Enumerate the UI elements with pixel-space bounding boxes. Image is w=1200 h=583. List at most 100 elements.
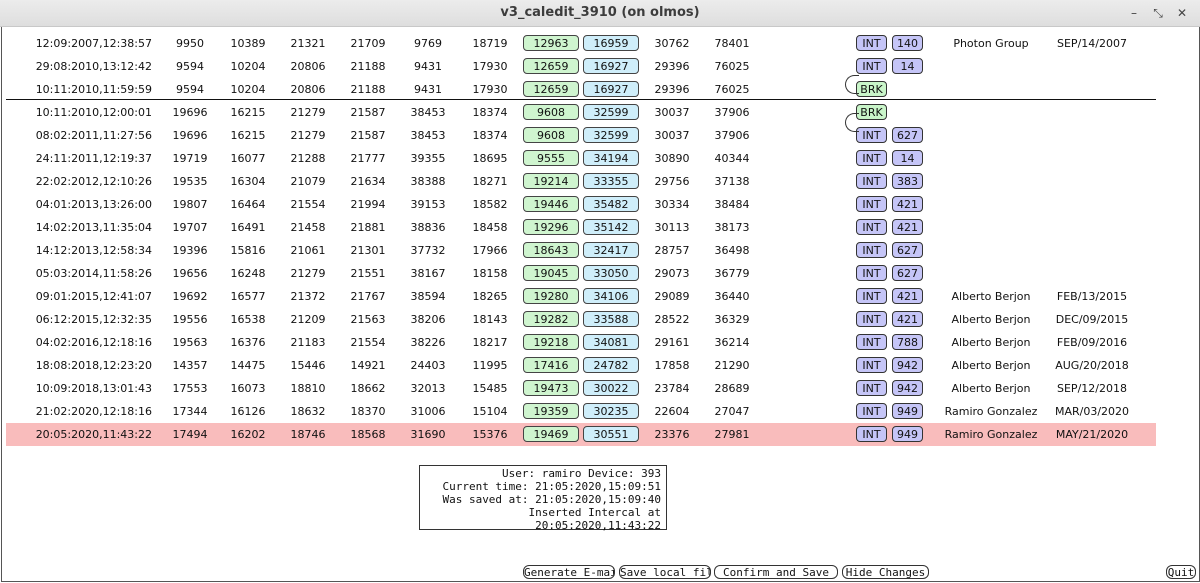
int-tag[interactable]: INT xyxy=(856,219,887,235)
intercal-number-tag[interactable]: 421 xyxy=(892,196,923,212)
table-row[interactable]: 18:08:2018,12:23:20 14357 14475 15446 14921 2… xyxy=(6,354,1156,377)
blue-value-field[interactable]: 34194 xyxy=(583,150,639,166)
table-row[interactable]: 06:12:2015,12:32:35 19556 16538 21209 21563 3… xyxy=(6,308,1156,331)
table-row[interactable]: 09:01:2015,12:41:07 19692 16577 21372 21767 3… xyxy=(6,285,1156,308)
int-tag[interactable]: INT xyxy=(856,265,887,281)
int-tag[interactable]: INT xyxy=(856,357,887,373)
green-value-field[interactable]: 9555 xyxy=(523,150,579,166)
green-value-field[interactable]: 19282 xyxy=(523,311,579,327)
table-row[interactable]: 20:05:2020,11:43:22 17494 16202 18746 18568 3… xyxy=(6,423,1156,446)
table-row[interactable]: 08:02:2011,11:27:56 19696 16215 21279 21587 3… xyxy=(6,124,1156,147)
green-value-field[interactable]: 19280 xyxy=(523,288,579,304)
blue-value-field[interactable]: 35142 xyxy=(583,219,639,235)
table-row[interactable]: 12:09:2007,12:38:57 9950 10389 21321 21709 97… xyxy=(6,32,1156,55)
table-row[interactable]: 14:02:2013,11:35:04 19707 16491 21458 21881 3… xyxy=(6,216,1156,239)
int-tag[interactable]: INT xyxy=(856,173,887,189)
int-tag[interactable]: INT xyxy=(856,334,887,350)
intercal-number-tag[interactable]: 627 xyxy=(892,265,923,281)
green-value-field[interactable]: 12659 xyxy=(523,58,579,74)
intercal-number-tag[interactable]: 421 xyxy=(892,219,923,235)
table-row[interactable]: 10:11:2010,12:00:01 19696 16215 21279 21587 3… xyxy=(6,101,1156,124)
blue-value-field[interactable]: 30235 xyxy=(583,403,639,419)
table-row[interactable]: 14:12:2013,12:58:34 19396 15816 21061 21301 3… xyxy=(6,239,1156,262)
blue-value-field[interactable]: 35482 xyxy=(583,196,639,212)
green-value-field[interactable]: 9608 xyxy=(523,127,579,143)
int-tag[interactable]: INT xyxy=(856,196,887,212)
green-value-field[interactable]: 19214 xyxy=(523,173,579,189)
brk-tag[interactable]: BRK xyxy=(856,104,887,120)
table-row[interactable]: 21:02:2020,12:18:16 17344 16126 18632 18370 3… xyxy=(6,400,1156,423)
brk-tag[interactable]: BRK xyxy=(856,81,887,97)
blue-value-field[interactable]: 33050 xyxy=(583,265,639,281)
quit-button[interactable]: Quit xyxy=(1166,565,1196,579)
blue-value-field[interactable]: 34081 xyxy=(583,334,639,350)
int-tag[interactable]: INT xyxy=(856,35,887,51)
intercal-number-tag[interactable]: 421 xyxy=(892,311,923,327)
blue-value-field[interactable]: 32599 xyxy=(583,127,639,143)
table-row[interactable]: 22:02:2012,12:10:26 19535 16304 21079 21634 3… xyxy=(6,170,1156,193)
val-6-cell: 17930 xyxy=(472,60,508,73)
blue-value-field[interactable]: 30551 xyxy=(583,426,639,442)
int-tag[interactable]: INT xyxy=(856,426,887,442)
table-row[interactable]: 04:02:2016,12:18:16 19563 16376 21183 21554 3… xyxy=(6,331,1156,354)
intercal-number-tag[interactable]: 14 xyxy=(892,150,923,166)
green-value-field[interactable]: 12963 xyxy=(523,35,579,51)
int-tag[interactable]: INT xyxy=(856,242,887,258)
intercal-number-tag[interactable]: 942 xyxy=(892,357,923,373)
intercal-number-tag[interactable]: 421 xyxy=(892,288,923,304)
intercal-number-tag[interactable]: 14 xyxy=(892,58,923,74)
int-tag[interactable]: INT xyxy=(856,311,887,327)
table-row[interactable]: 04:01:2013,13:26:00 19807 16464 21554 21994 3… xyxy=(6,193,1156,216)
intercal-number-tag[interactable]: 788 xyxy=(892,334,923,350)
blue-value-field[interactable]: 33355 xyxy=(583,173,639,189)
int-tag[interactable]: INT xyxy=(856,403,887,419)
green-value-field[interactable]: 19469 xyxy=(523,426,579,442)
val-2-cell: 16376 xyxy=(230,336,266,349)
green-value-field[interactable]: 19218 xyxy=(523,334,579,350)
intercal-number-tag[interactable]: 627 xyxy=(892,242,923,258)
table-row[interactable]: 05:03:2014,11:58:26 19656 16248 21279 21551 3… xyxy=(6,262,1156,285)
restore-icon[interactable]: ⤡ xyxy=(1153,6,1163,20)
int-tag[interactable]: INT xyxy=(856,380,887,396)
hide-changes-button[interactable]: Hide Changes xyxy=(842,565,929,579)
blue-value-field[interactable]: 34106 xyxy=(583,288,639,304)
green-value-field[interactable]: 19446 xyxy=(523,196,579,212)
close-icon[interactable]: ✕ xyxy=(1176,6,1188,20)
green-value-field[interactable]: 19045 xyxy=(523,265,579,281)
green-value-field[interactable]: 18643 xyxy=(523,242,579,258)
int-tag[interactable]: INT xyxy=(856,58,887,74)
save-local-file-button[interactable]: Save local file xyxy=(619,565,711,579)
int-tag[interactable]: INT xyxy=(856,127,887,143)
blue-value-field[interactable]: 16959 xyxy=(583,35,639,51)
generate-email-button[interactable]: Generate E-mail xyxy=(523,565,615,579)
intercal-number-tag[interactable]: 942 xyxy=(892,380,923,396)
intercal-number-tag[interactable]: 627 xyxy=(892,127,923,143)
green-value-field[interactable]: 19473 xyxy=(523,380,579,396)
intercal-number-tag[interactable]: 140 xyxy=(892,35,923,51)
blue-value-field[interactable]: 24782 xyxy=(583,357,639,373)
confirm-and-save-button[interactable]: Confirm and Save xyxy=(714,565,838,579)
intercal-number-tag[interactable]: 949 xyxy=(892,426,923,442)
blue-value-field[interactable]: 16927 xyxy=(583,58,639,74)
green-value-field[interactable]: 19296 xyxy=(523,219,579,235)
int-tag[interactable]: INT xyxy=(856,150,887,166)
blue-value-field[interactable]: 32599 xyxy=(583,104,639,120)
green-value-field[interactable]: 19359 xyxy=(523,403,579,419)
table-row[interactable]: 10:11:2010,11:59:59 9594 10204 20806 21188 94… xyxy=(6,78,1156,101)
intercal-number-tag[interactable]: 383 xyxy=(892,173,923,189)
blue-value-field[interactable]: 16927 xyxy=(583,81,639,97)
table-row[interactable]: 24:11:2011,12:19:37 19719 16077 21288 21777 3… xyxy=(6,147,1156,170)
table-row[interactable]: 29:08:2010,13:12:42 9594 10204 20806 21188 94… xyxy=(6,55,1156,78)
green-value-field[interactable]: 9608 xyxy=(523,104,579,120)
date-cell: FEB/09/2016 xyxy=(1056,336,1128,349)
table-row[interactable]: 10:09:2018,13:01:43 17553 16073 18810 18662 3… xyxy=(6,377,1156,400)
intercal-number-tag[interactable]: 949 xyxy=(892,403,923,419)
green-value-field[interactable]: 17416 xyxy=(523,357,579,373)
blue-value-field[interactable]: 32417 xyxy=(583,242,639,258)
blue-value-field[interactable]: 30022 xyxy=(583,380,639,396)
int-tag[interactable]: INT xyxy=(856,288,887,304)
green-value-field[interactable]: 12659 xyxy=(523,81,579,97)
blue-value-field[interactable]: 33588 xyxy=(583,311,639,327)
minimize-icon[interactable]: – xyxy=(1131,6,1137,20)
val-5-cell: 24403 xyxy=(410,359,446,372)
